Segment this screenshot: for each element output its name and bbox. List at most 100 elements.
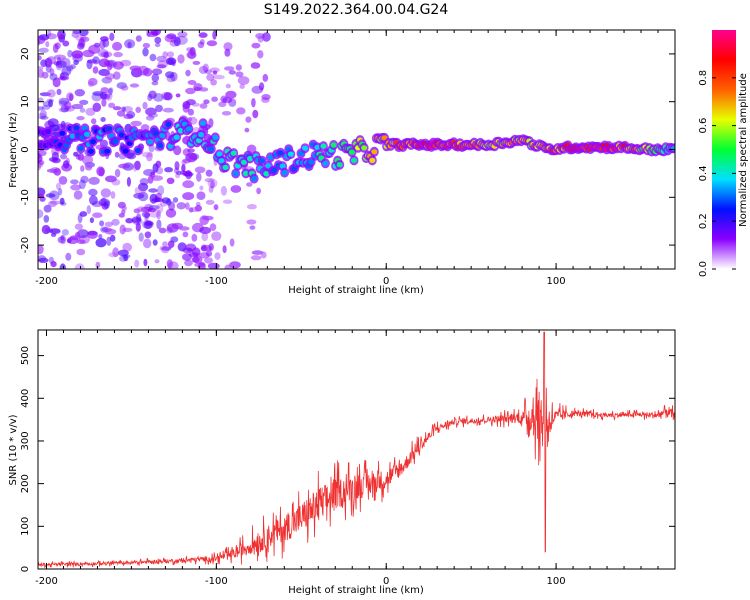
heatmap-noise-blob bbox=[251, 85, 264, 94]
heatmap-noise-blob bbox=[143, 258, 148, 267]
snr-x-label: Height of straight line (km) bbox=[288, 585, 424, 596]
heatmap-noise-blob bbox=[86, 205, 92, 215]
heatmap-noise-blob bbox=[76, 116, 85, 121]
heatmap-noise-blob bbox=[69, 64, 76, 70]
heatmap-noise-blob bbox=[161, 92, 171, 101]
heatmap-ridge-blob bbox=[230, 150, 237, 156]
heatmap-noise-blob bbox=[123, 254, 129, 262]
heatmap-ridge-blob bbox=[361, 145, 368, 151]
heatmap-noise-blob bbox=[79, 99, 89, 105]
heatmap-noise-blob bbox=[75, 35, 87, 42]
heatmap-noise-blob bbox=[196, 191, 206, 200]
heatmap-noise-blob bbox=[142, 47, 149, 57]
heatmap-noise-blob bbox=[162, 51, 168, 59]
heatmap-noise-blob bbox=[120, 85, 129, 91]
heatmap-noise-blob bbox=[246, 219, 257, 225]
heatmap-noise-blob bbox=[261, 94, 271, 100]
heatmap-noise-blob bbox=[182, 231, 189, 238]
heatmap-noise-blob bbox=[43, 215, 50, 223]
heatmap-noise-blob bbox=[60, 235, 67, 245]
heatmap-noise-blob bbox=[204, 69, 212, 75]
heatmap-noise-blob bbox=[38, 159, 45, 166]
heatmap-noise-blob bbox=[72, 30, 81, 35]
heatmap-noise-blob bbox=[77, 42, 85, 50]
heatmap-noise-blob bbox=[92, 212, 103, 218]
heatmap-noise-blob bbox=[136, 206, 146, 213]
heatmap-noise-blob bbox=[192, 60, 201, 65]
heatmap-ridge-blob bbox=[330, 142, 337, 148]
heatmap-noise-blob bbox=[143, 238, 152, 249]
heatmap-noise-blob bbox=[213, 204, 219, 211]
heatmap-noise-blob bbox=[54, 54, 66, 60]
heatmap-noise-blob bbox=[165, 71, 175, 79]
heatmap-noise-blob bbox=[38, 55, 42, 61]
heatmap-ridge-blob bbox=[348, 149, 355, 155]
heatmap-noise-blob bbox=[82, 155, 93, 165]
heatmap-noise-blob bbox=[46, 56, 57, 65]
heatmap-noise-blob bbox=[185, 69, 191, 77]
heatmap-noise-blob bbox=[185, 99, 196, 106]
heatmap-noise-blob bbox=[112, 61, 124, 70]
y-tick-label: 300 bbox=[20, 431, 31, 450]
heatmap-noise-blob bbox=[148, 211, 161, 218]
heatmap-noise-blob bbox=[223, 42, 233, 51]
heatmap-noise-blob bbox=[209, 223, 217, 232]
heatmap-ridge-blob bbox=[232, 170, 239, 177]
heatmap-ridge-blob bbox=[281, 170, 288, 176]
heatmap-noise-blob bbox=[235, 71, 244, 78]
heatmap-noise-blob bbox=[73, 59, 79, 66]
heatmap-noise-blob bbox=[199, 185, 204, 191]
heatmap-noise-blob bbox=[73, 151, 79, 157]
heatmap-ridge-blob bbox=[216, 151, 223, 157]
heatmap-ridge-blob bbox=[242, 170, 249, 176]
heatmap-noise-blob bbox=[148, 205, 160, 210]
heatmap-noise-blob bbox=[56, 182, 61, 191]
y-tick-label: -20 bbox=[20, 237, 31, 253]
heatmap-noise-blob bbox=[176, 35, 188, 45]
heatmap-noise-blob bbox=[85, 107, 96, 116]
heatmap-ridge-blob bbox=[302, 145, 308, 151]
heatmap-ridge-blob bbox=[265, 163, 272, 169]
heatmap-noise-blob bbox=[61, 66, 72, 76]
heatmap-noise-blob bbox=[71, 50, 84, 59]
heatmap-noise-blob bbox=[135, 106, 141, 113]
heatmap-noise-blob bbox=[145, 115, 155, 121]
heatmap-noise-blob bbox=[56, 88, 62, 96]
heatmap-noise-blob bbox=[177, 31, 188, 38]
heatmap-noise-blob bbox=[135, 35, 142, 42]
heatmap-noise-blob bbox=[41, 224, 51, 235]
heatmap-noise-blob bbox=[52, 43, 59, 53]
heatmap-noise-blob bbox=[218, 101, 227, 108]
x-tick-label: 0 bbox=[383, 276, 389, 287]
heatmap-noise-blob bbox=[87, 230, 98, 239]
heatmap-noise-blob bbox=[71, 103, 84, 110]
heatmap-noise-blob bbox=[39, 115, 49, 120]
heatmap-noise-blob bbox=[57, 31, 65, 39]
heatmap-noise-blob bbox=[38, 66, 44, 71]
heatmap-noise-blob bbox=[191, 102, 200, 107]
heatmap-noise-blob bbox=[220, 185, 227, 196]
heatmap-noise-blob bbox=[79, 107, 86, 113]
heatmap-ridge-blob bbox=[263, 171, 270, 177]
heatmap-noise-blob bbox=[48, 190, 60, 201]
heatmap-noise-blob bbox=[108, 87, 114, 93]
snr-frame bbox=[37, 329, 676, 570]
heatmap-noise-blob bbox=[38, 106, 45, 111]
heatmap-noise-blob bbox=[100, 117, 106, 122]
heatmap-noise-blob bbox=[121, 205, 127, 211]
x-tick-label: -100 bbox=[205, 576, 228, 587]
heatmap-noise-blob bbox=[75, 232, 81, 238]
heatmap-noise-blob bbox=[246, 182, 253, 187]
snr-y-ticks: 0 100 200 300 400 500 bbox=[20, 346, 675, 572]
heatmap-noise-blob bbox=[111, 179, 121, 186]
heatmap-noise-blob bbox=[38, 97, 44, 103]
heatmap-noise-blob bbox=[45, 33, 57, 40]
heatmap-noise-blob bbox=[211, 96, 219, 102]
heatmap-noise-blob bbox=[151, 73, 160, 83]
heatmap-noise-blob bbox=[38, 47, 49, 53]
heatmap-noise-blob bbox=[77, 152, 85, 161]
heatmap-noise-blob bbox=[150, 30, 162, 36]
heatmap-ridge-blob bbox=[108, 133, 115, 139]
heatmap-noise-blob bbox=[194, 205, 202, 212]
heatmap-noise-blob bbox=[201, 244, 207, 250]
